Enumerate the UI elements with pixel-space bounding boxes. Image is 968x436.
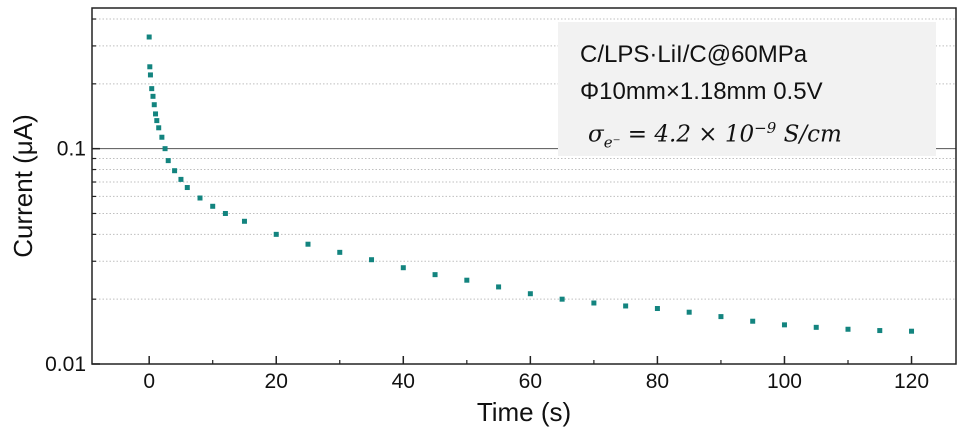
axis-ticks <box>92 18 913 365</box>
data-point <box>496 284 502 290</box>
y-tick-label: 0.01 <box>45 353 86 376</box>
data-point <box>156 125 162 131</box>
data-point <box>527 291 533 297</box>
annotation-dimensions: Φ10mm×1.18mm 0.5V <box>580 78 823 105</box>
data-point <box>750 318 756 324</box>
data-point <box>654 306 660 312</box>
plot-frame <box>91 7 957 365</box>
annotation-box: C/LPS·LiI/C@60MPa Φ10mm×1.18mm 0.5V σe⁻ … <box>558 22 936 156</box>
data-point <box>400 265 406 271</box>
data-point <box>813 324 819 330</box>
annotation-conductivity: σe⁻ = 4.2 × 10−9 S/cm <box>580 110 936 161</box>
x-tick-label: 0 <box>143 370 155 393</box>
x-tick-label: 60 <box>519 370 542 393</box>
data-point <box>273 231 279 237</box>
formula-rhs: = 4.2 × 10 <box>620 121 755 148</box>
x-tick-label: 120 <box>894 370 929 393</box>
data-point <box>623 303 629 309</box>
data-point <box>845 326 851 332</box>
data-point <box>591 300 597 306</box>
data-point <box>222 210 228 216</box>
data-point <box>147 64 153 70</box>
data-point <box>149 86 155 92</box>
x-tick-label: 100 <box>767 370 802 393</box>
x-tick-label: 20 <box>265 370 288 393</box>
data-point <box>147 72 153 78</box>
formula-unit: S/cm <box>776 121 842 148</box>
formula-subscript: e⁻ <box>603 133 621 152</box>
data-point <box>464 277 470 283</box>
x-axis-title: Time (s) <box>477 397 571 427</box>
data-point <box>184 185 190 191</box>
data-point <box>154 118 160 124</box>
data-point <box>781 322 787 328</box>
data-point <box>909 328 915 334</box>
data-point <box>432 272 438 278</box>
data-point <box>165 158 171 164</box>
data-point <box>162 146 168 152</box>
data-point <box>151 102 157 108</box>
data-point <box>146 34 152 40</box>
data-point <box>686 309 692 315</box>
y-tick-label: 0.1 <box>57 138 86 161</box>
data-point <box>178 176 184 182</box>
data-point <box>337 249 343 255</box>
data-point <box>159 134 165 140</box>
annotation-sample: C/LPS·LiI/C@60MPa <box>580 41 808 68</box>
x-tick-label: 80 <box>646 370 669 393</box>
data-point <box>172 168 178 174</box>
data-point <box>210 203 216 209</box>
formula-symbol: σ <box>588 121 604 148</box>
data-point <box>241 218 247 224</box>
data-point <box>877 328 883 334</box>
data-point <box>153 111 159 117</box>
data-point <box>369 257 375 263</box>
data-point <box>559 296 565 302</box>
data-point <box>150 93 156 99</box>
data-points <box>146 34 915 334</box>
x-tick-label: 40 <box>392 370 415 393</box>
data-point <box>718 314 724 320</box>
y-axis-title: Current (μA) <box>8 114 38 258</box>
formula-exponent: −9 <box>754 119 777 137</box>
tick-labels: 0 20 40 60 80 100 120 0.01 0.1 <box>45 138 929 393</box>
data-point <box>197 195 203 201</box>
data-point <box>305 241 311 247</box>
